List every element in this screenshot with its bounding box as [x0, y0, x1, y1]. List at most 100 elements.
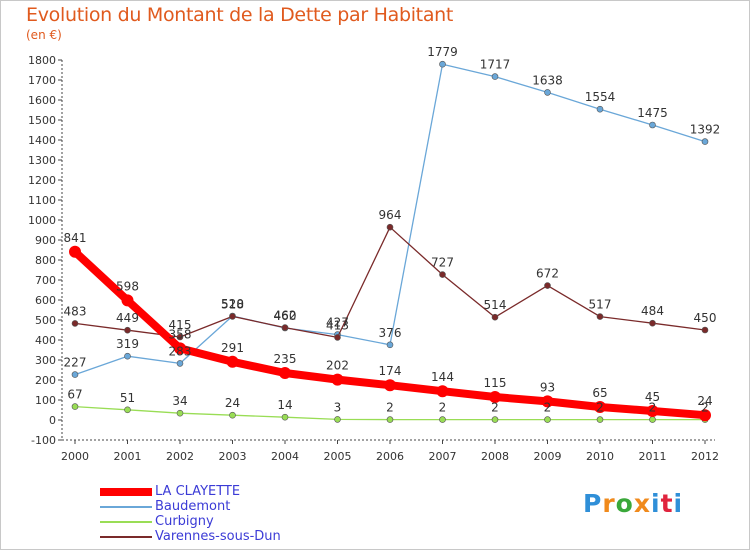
- data-point: [124, 406, 131, 414]
- data-label: 462: [274, 309, 297, 323]
- data-point: [384, 379, 396, 392]
- x-tick-label: 2002: [166, 450, 194, 463]
- data-point: [594, 401, 606, 413]
- legend-swatch: [100, 521, 152, 523]
- data-point: [226, 355, 239, 368]
- x-tick-label: 2008: [481, 450, 509, 463]
- x-tick-label: 2007: [429, 450, 457, 463]
- y-tick-label: 1300: [28, 154, 56, 167]
- data-point: [229, 313, 236, 320]
- data-label: 376: [379, 326, 402, 340]
- data-label: 45: [645, 390, 660, 404]
- x-tick-label: 2003: [219, 450, 247, 463]
- data-label: 415: [169, 318, 192, 332]
- data-label: 2: [701, 401, 709, 415]
- data-label: 2: [649, 401, 657, 415]
- data-point: [71, 371, 79, 378]
- data-label: 24: [225, 396, 240, 410]
- data-point: [174, 342, 186, 355]
- series-lines: [69, 60, 711, 423]
- data-label: 483: [64, 304, 87, 318]
- data-point: [646, 405, 659, 417]
- y-tick-label: 900: [35, 234, 56, 247]
- data-point: [596, 416, 604, 423]
- data-label: 291: [221, 341, 244, 355]
- data-label: 2: [491, 401, 499, 415]
- data-label: 202: [326, 359, 349, 373]
- legend-label: Varennes-sous-Dun: [155, 529, 281, 544]
- data-point: [699, 409, 711, 422]
- legend-swatch: [100, 536, 152, 538]
- legend-swatch: [100, 506, 152, 508]
- data-point: [176, 333, 184, 341]
- data-point: [281, 324, 289, 331]
- data-label: 1475: [637, 106, 668, 120]
- legend-label: Baudemont: [155, 499, 231, 514]
- data-point: [544, 416, 551, 423]
- y-tick-label: 1100: [28, 194, 56, 207]
- data-point: [489, 391, 501, 403]
- data-label: 115: [484, 376, 507, 390]
- x-tick-label: 2006: [376, 450, 404, 463]
- data-point: [386, 341, 394, 349]
- data-point: [69, 245, 81, 258]
- x-tick-label: 2012: [691, 450, 719, 463]
- data-label: 520: [221, 297, 244, 311]
- data-point: [386, 416, 394, 423]
- data-label: 14: [277, 398, 292, 412]
- data-point: [491, 416, 499, 423]
- data-label: 964: [379, 208, 402, 222]
- y-tick-label: 1600: [28, 94, 56, 107]
- logo-letter: o: [615, 489, 634, 518]
- x-tick-label: 2000: [61, 450, 89, 463]
- y-tick-label: 1700: [28, 74, 56, 87]
- data-label: 427: [326, 316, 349, 330]
- x-tick-label: 2010: [586, 450, 614, 463]
- data-label: 841: [64, 231, 87, 245]
- data-point: [331, 373, 344, 386]
- data-label: 319: [116, 337, 139, 351]
- x-tick-label: 2009: [534, 450, 562, 463]
- data-label: 283: [169, 344, 192, 358]
- logo-letter: x: [633, 489, 651, 518]
- y-tick-label: 1000: [28, 214, 56, 227]
- logo-letter: P: [583, 489, 603, 518]
- data-point: [71, 403, 79, 410]
- y-tick-label: 200: [35, 374, 56, 387]
- data-label: 67: [67, 388, 82, 402]
- data-label: 2: [544, 401, 552, 415]
- data-label: 413: [326, 318, 349, 332]
- data-point: [541, 395, 554, 408]
- data-point: [649, 319, 656, 327]
- data-label: 51: [120, 391, 135, 405]
- data-point: [176, 409, 184, 417]
- data-label: 235: [274, 352, 297, 366]
- data-point: [279, 367, 291, 379]
- data-label: 672: [536, 267, 559, 281]
- data-point: [491, 313, 499, 321]
- data-label: 2: [386, 401, 394, 415]
- data-point: [439, 60, 446, 68]
- data-point: [439, 416, 446, 423]
- data-label: 144: [431, 370, 454, 384]
- data-point: [281, 413, 289, 421]
- data-label: 358: [169, 327, 192, 341]
- data-point: [649, 416, 656, 423]
- logo-letter: i: [673, 489, 684, 518]
- data-label: 598: [116, 279, 139, 293]
- x-tick-label: 2001: [114, 450, 142, 463]
- data-point: [439, 271, 446, 278]
- logo-letter: r: [602, 489, 616, 518]
- data-point: [436, 385, 449, 398]
- chart-title: Evolution du Montant de la Dette par Hab…: [26, 4, 454, 26]
- proxiti-logo: Proxiti: [583, 489, 683, 518]
- data-label: 450: [694, 311, 717, 325]
- data-label: 1779: [427, 45, 458, 59]
- data-point: [386, 223, 394, 231]
- data-point: [596, 105, 604, 113]
- data-label: 1554: [585, 90, 616, 104]
- data-label: 3: [334, 400, 342, 414]
